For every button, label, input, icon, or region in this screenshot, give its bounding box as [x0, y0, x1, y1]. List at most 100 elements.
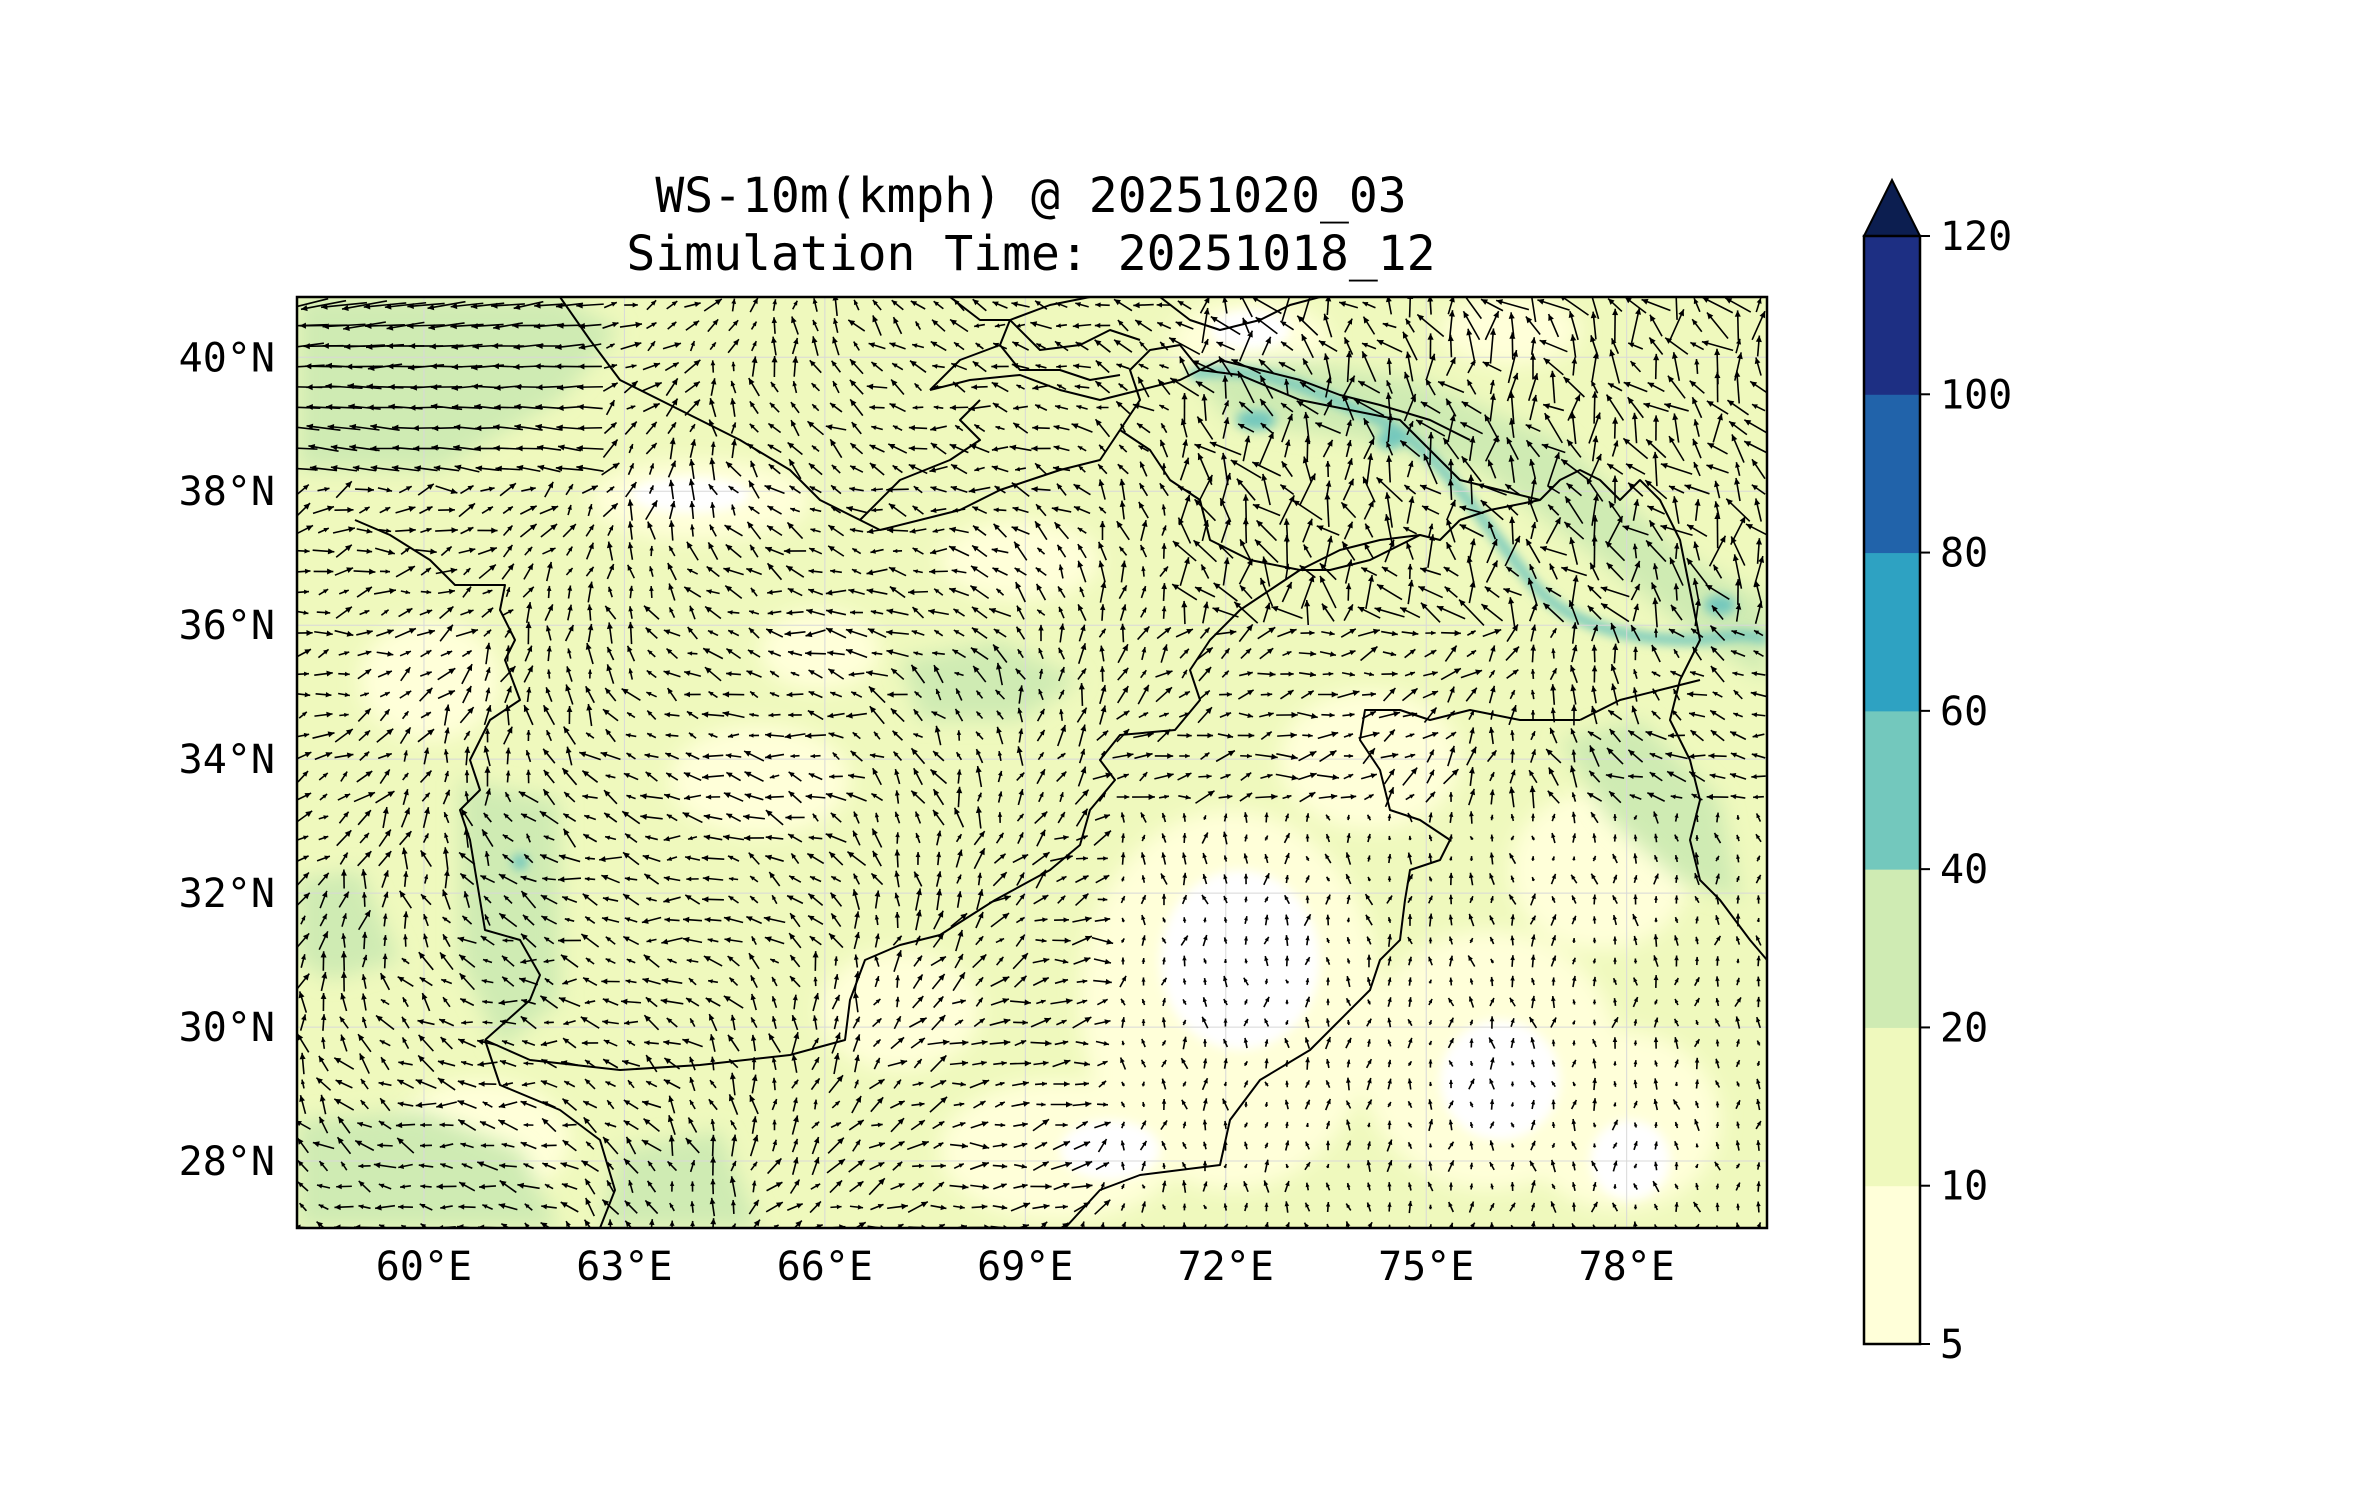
wind-arrow	[830, 360, 842, 373]
wind-arrow	[1196, 416, 1214, 440]
wind-arrow	[605, 399, 616, 416]
wind-arrow	[849, 379, 864, 395]
wind-arrow	[1281, 297, 1291, 322]
wind-arrow	[770, 381, 779, 393]
lat-tick-label: 38°N	[179, 469, 275, 515]
wind-arrow	[1159, 364, 1169, 369]
wind-arrow	[1726, 399, 1750, 416]
wind-arrow	[1094, 322, 1111, 329]
wind-arrow	[428, 322, 465, 331]
wind-arrow	[1035, 364, 1047, 369]
wind-arrow	[1341, 375, 1356, 399]
wind-arrow	[1425, 378, 1436, 396]
wind-arrow	[1160, 422, 1168, 434]
lon-tick-label: 75°E	[1378, 1244, 1474, 1290]
wind-arrow	[1567, 394, 1581, 421]
wind-arrow	[1416, 313, 1445, 338]
wind-arrow	[297, 342, 325, 348]
wind-arrow	[1056, 383, 1067, 391]
wind-arrow	[972, 360, 987, 373]
wind-arrow	[576, 302, 604, 309]
wind-arrow	[771, 356, 778, 377]
lon-tick-label: 63°E	[576, 1244, 672, 1290]
wind-arrow	[931, 319, 946, 332]
wind-arrow	[1755, 335, 1762, 357]
wind-arrow	[1610, 338, 1620, 354]
wind-arrow	[1133, 302, 1154, 309]
wind-arrow	[1544, 412, 1563, 444]
wind-arrow	[1571, 357, 1578, 376]
wind-arrow	[1527, 373, 1539, 401]
wind-arrow	[811, 382, 820, 392]
wind-arrow	[1035, 342, 1047, 350]
wind-arrow	[949, 404, 969, 411]
wind-arrow	[703, 298, 723, 312]
wind-arrow	[1011, 341, 1030, 351]
wind-arrow	[409, 404, 443, 411]
wind-arrow	[1179, 356, 1190, 377]
wind-arrow	[1136, 422, 1151, 434]
wind-arrow	[1216, 341, 1235, 351]
wind-arrow	[1115, 400, 1131, 415]
wind-arrow	[771, 336, 777, 356]
wind-arrow	[1751, 310, 1766, 341]
wind-arrow	[953, 341, 965, 351]
wind-arrow	[1075, 341, 1089, 351]
wind-arrow	[1525, 316, 1541, 335]
wind-arrow	[1296, 315, 1319, 336]
wind-arrow	[891, 362, 904, 371]
wind-arrow	[1547, 313, 1560, 338]
wind-arrow	[973, 423, 986, 433]
wind-arrow	[451, 363, 483, 370]
wind-arrow	[1279, 320, 1295, 331]
wind-arrow	[450, 323, 484, 330]
latitude-axis: 28°N 30°N 32°N 34°N 36°N 38°N 40°N	[179, 335, 275, 1185]
wind-arrow	[1032, 384, 1050, 391]
wind-arrow	[1466, 328, 1476, 364]
wind-arrow	[749, 400, 759, 415]
wind-arrow	[365, 343, 405, 350]
wind-arrow	[1489, 328, 1497, 364]
wind-arrow	[1362, 316, 1376, 335]
wind-arrow	[684, 399, 701, 416]
wind-arrow	[1568, 310, 1579, 341]
longitude-axis: 60°E 63°E 66°E 69°E 72°E 75°E 78°E	[376, 1244, 1675, 1290]
colorbar-tick-label: 100	[1940, 372, 2012, 418]
wind-arrow	[662, 342, 682, 350]
wind-arrow	[1653, 353, 1660, 380]
wind-arrow	[1607, 382, 1623, 392]
wind-arrow	[1755, 297, 1762, 313]
wind-arrow	[1323, 399, 1333, 416]
colorbar-segment	[1864, 710, 1920, 870]
border-pakistan-iran-south	[484, 1039, 616, 1228]
wind-arrow	[809, 359, 822, 374]
wind-arrow	[1462, 310, 1481, 341]
wind-arrow	[365, 322, 405, 330]
wind-arrow	[968, 405, 991, 412]
lat-tick-label: 36°N	[179, 603, 275, 649]
wind-arrow	[1437, 380, 1465, 394]
wind-arrow	[347, 382, 382, 390]
wind-arrow	[1530, 337, 1537, 355]
wind-arrow	[728, 319, 739, 332]
colorbar-tick-label: 80	[1940, 531, 1988, 577]
wind-arrow	[1016, 384, 1025, 390]
wind-arrow	[1278, 361, 1296, 372]
wind-arrow	[1299, 381, 1316, 393]
wind-arrow	[1406, 420, 1414, 436]
lat-tick-label: 30°N	[179, 1005, 275, 1051]
wind-arrow	[297, 297, 329, 308]
wind-arrow	[992, 342, 1008, 350]
wind-arrow	[1643, 402, 1669, 413]
wind-arrow	[1210, 315, 1241, 336]
colorbar-tick-label: 5	[1940, 1322, 1964, 1368]
wind-arrow	[866, 383, 888, 390]
wind-arrow	[1609, 349, 1621, 384]
colorbar-segment	[1864, 869, 1920, 1028]
wind-arrow	[342, 321, 387, 331]
wind-arrow	[536, 384, 562, 391]
wind-arrow	[1506, 372, 1519, 402]
wind-arrow	[1749, 380, 1767, 394]
wind-arrow	[1168, 336, 1201, 356]
wind-arrow	[646, 299, 657, 311]
